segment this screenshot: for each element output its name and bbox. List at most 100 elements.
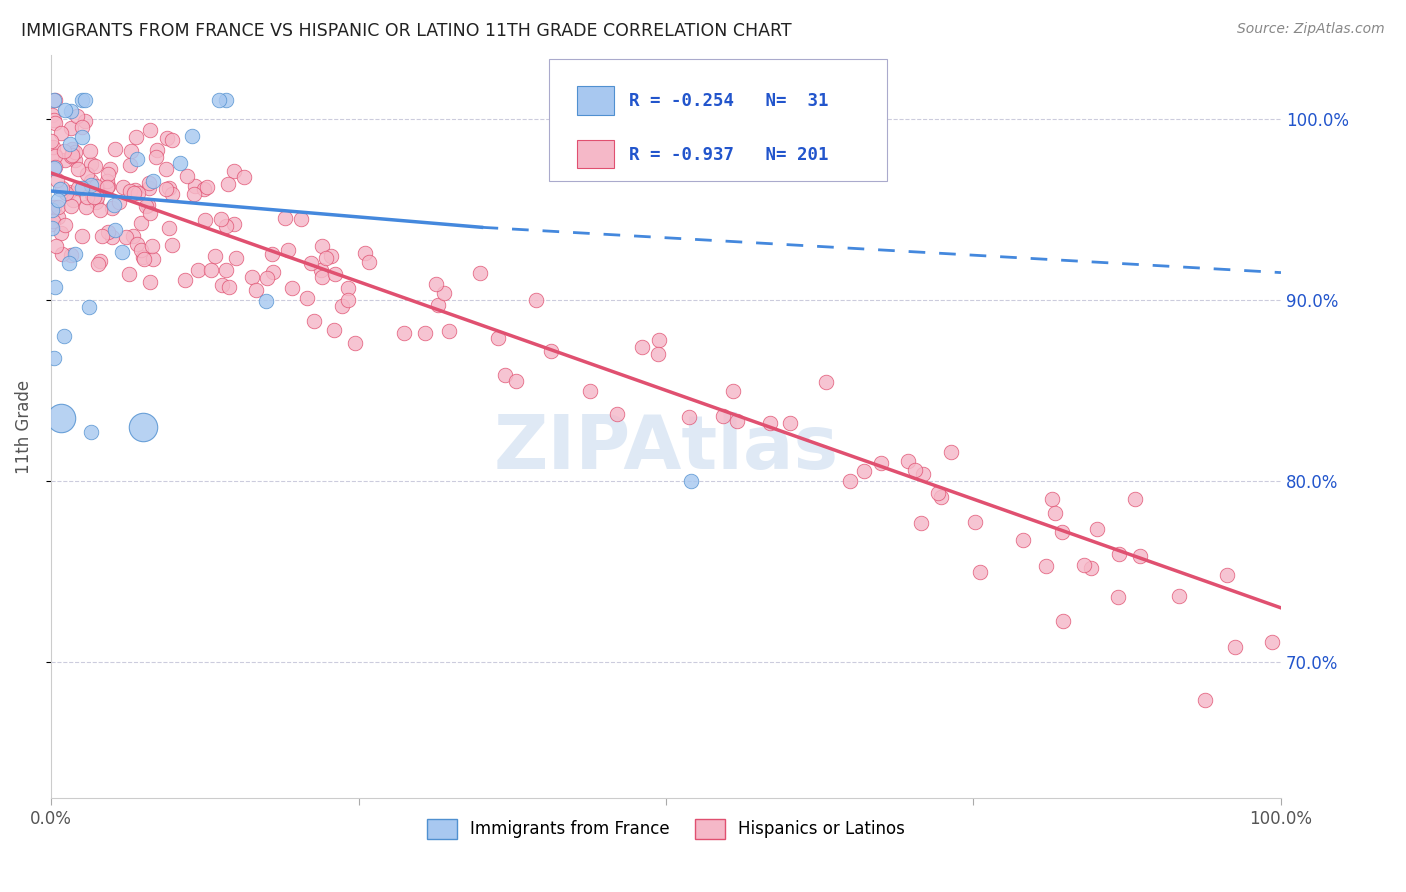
Point (63, 153, 86, 168)
Point (647, 333, 669, 347)
Point (910, 516, 932, 530)
Point (53, 328, 76, 343)
Point (311, 269, 333, 284)
Point (83, 190, 105, 204)
Point (46, 173, 69, 187)
Point (159, 221, 181, 235)
Point (486, 331, 509, 345)
Point (101, 201, 124, 215)
Point (120, 144, 142, 158)
Text: Source: ZipAtlas.com: Source: ZipAtlas.com (1237, 22, 1385, 37)
Point (49, 226, 72, 240)
Point (711, 409, 734, 424)
Point (45, 238, 67, 252)
Point (647, 347, 669, 361)
Y-axis label: 11th Grade: 11th Grade (15, 380, 32, 474)
Point (49, 410, 72, 425)
Point (60, 149, 83, 163)
Point (157, 181, 180, 195)
Point (80, 425, 103, 439)
Point (129, 243, 152, 257)
Point (132, 250, 155, 264)
Point (413, 326, 436, 341)
Point (42, 351, 65, 365)
Point (222, 217, 245, 231)
Point (79, 144, 101, 158)
Point (215, 263, 238, 277)
Text: IMMIGRANTS FROM FRANCE VS HISPANIC OR LATINO 11TH GRADE CORRELATION CHART: IMMIGRANTS FROM FRANCE VS HISPANIC OR LA… (21, 22, 792, 40)
Point (315, 251, 337, 265)
Point (39, 134, 62, 148)
Point (70, 94, 93, 108)
Text: R = -0.254   N=  31: R = -0.254 N= 31 (628, 92, 828, 111)
Point (67, 162, 90, 177)
Point (70, 228, 93, 243)
Point (524, 293, 547, 307)
Point (1043, 506, 1066, 520)
Point (66, 180, 89, 194)
Point (58, 255, 80, 269)
Point (426, 298, 449, 312)
Point (187, 263, 209, 277)
Point (160, 133, 183, 147)
Point (1107, 590, 1129, 604)
Point (354, 246, 377, 260)
Point (59, 247, 82, 261)
Point (194, 213, 217, 227)
Point (84, 159, 107, 173)
Point (145, 150, 167, 164)
Point (256, 270, 278, 285)
Point (579, 384, 602, 398)
Point (721, 384, 744, 398)
Point (132, 419, 155, 434)
Point (53, 153, 76, 168)
Point (281, 281, 304, 295)
Point (195, 180, 218, 194)
Point (80, 187, 103, 202)
Point (869, 457, 891, 471)
Point (70, 120, 93, 135)
Point (758, 416, 780, 430)
Point (311, 238, 333, 252)
Point (104, 142, 127, 156)
Point (127, 237, 149, 252)
Bar (578, 140, 614, 168)
Point (1012, 533, 1035, 547)
Point (141, 252, 163, 266)
Point (183, 187, 205, 202)
Point (853, 464, 876, 478)
Point (59, 136, 82, 151)
Point (297, 292, 319, 306)
Point (97, 225, 120, 239)
Point (42, 214, 65, 228)
Point (41, 140, 63, 154)
Point (336, 281, 359, 295)
Point (42, 112, 65, 127)
Point (359, 254, 381, 268)
Point (135, 198, 157, 212)
Point (44, 279, 66, 293)
Point (969, 565, 991, 579)
Point (134, 252, 156, 266)
Point (1261, 634, 1284, 648)
Point (122, 186, 145, 201)
Point (779, 417, 801, 431)
Point (299, 256, 322, 270)
Point (44, 94, 66, 108)
Point (142, 174, 165, 188)
Point (63, 145, 86, 159)
Point (86, 189, 108, 203)
Point (44, 94, 66, 108)
Point (53, 103, 76, 118)
Point (505, 375, 527, 389)
Point (51, 181, 73, 195)
Point (58, 185, 80, 199)
Point (204, 249, 226, 263)
Point (117, 267, 139, 281)
Point (44, 115, 66, 129)
Point (302, 314, 325, 328)
Point (141, 239, 163, 253)
Point (169, 155, 191, 169)
Point (65, 246, 87, 260)
Point (963, 516, 986, 530)
